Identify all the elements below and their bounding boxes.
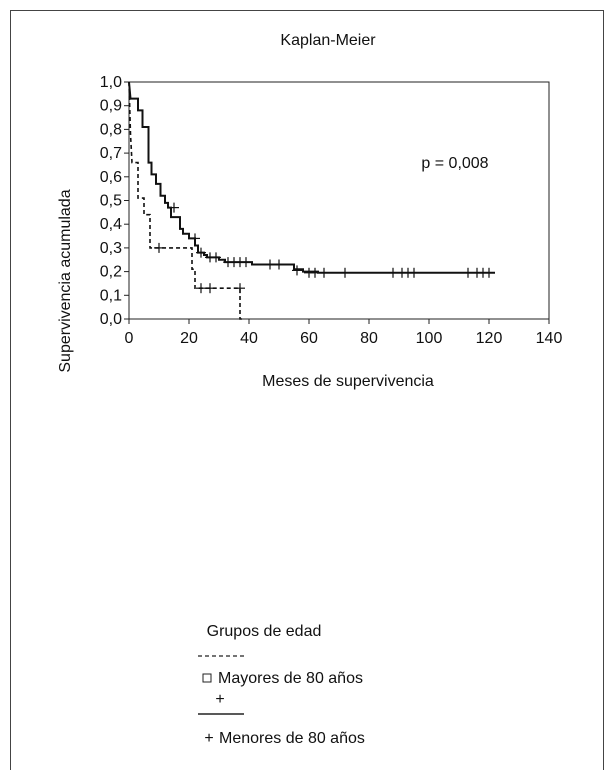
censor-mark-menores-de-80-anos bbox=[409, 267, 419, 278]
censor-mark-menores-de-80-anos bbox=[169, 202, 179, 213]
censor-mark-menores-de-80-anos bbox=[292, 265, 302, 276]
series-layer bbox=[128, 81, 495, 320]
censor-mark-menores-de-80-anos bbox=[319, 267, 329, 278]
y-tick-label: 0,8 bbox=[100, 121, 122, 138]
y-tick-label: 0,1 bbox=[100, 287, 122, 304]
censor-mark-mayores-de-80-anos bbox=[235, 283, 245, 294]
x-tick-label: 120 bbox=[476, 330, 503, 347]
y-tick-label: 0,0 bbox=[100, 311, 122, 328]
censor-mark-menores-de-80-anos bbox=[463, 267, 473, 278]
x-tick-label: 60 bbox=[300, 330, 318, 347]
x-tick-label: 20 bbox=[180, 330, 198, 347]
censor-mark-menores-de-80-anos bbox=[310, 267, 320, 278]
axis-ticks: 0 20 40 60 80 100 120 140 0,0 0,1 0,2 0,3 0,4 0,5 0,6 0… bbox=[100, 74, 563, 347]
legend-marker-plus: + bbox=[204, 730, 213, 747]
legend-label-mayores: Mayores de 80 años bbox=[218, 670, 363, 687]
legend-marker-plus-top: + bbox=[215, 691, 224, 708]
y-tick-label: 0,3 bbox=[100, 240, 122, 257]
x-tick-label: 40 bbox=[240, 330, 258, 347]
x-tick-label: 140 bbox=[536, 330, 563, 347]
y-tick-label: 0,4 bbox=[100, 216, 122, 233]
censor-mark-menores-de-80-anos bbox=[340, 267, 350, 278]
censor-mark-menores-de-80-anos bbox=[265, 259, 275, 270]
chart-title: Kaplan-Meier bbox=[280, 32, 376, 49]
censor-mark-menores-de-80-anos bbox=[241, 257, 251, 268]
figure-frame bbox=[10, 10, 604, 770]
censor-mark-menores-de-80-anos bbox=[274, 259, 284, 270]
y-tick-label: 0,9 bbox=[100, 98, 122, 115]
censor-mark-menores-de-80-anos bbox=[211, 252, 221, 263]
y-tick-label: 0,2 bbox=[100, 264, 122, 281]
legend-label-menores: Menores de 80 años bbox=[219, 730, 365, 747]
y-tick-label: 0,7 bbox=[100, 145, 122, 162]
censor-mark-mayores-de-80-anos bbox=[205, 283, 215, 294]
x-axis-label: Meses de supervivencia bbox=[262, 373, 434, 390]
legend-marker-square bbox=[202, 673, 212, 683]
censor-mark-menores-de-80-anos bbox=[190, 233, 200, 244]
y-axis-label: Supervivencia acumulada bbox=[57, 189, 74, 372]
series-line-mayores-de-80-anos bbox=[128, 81, 243, 320]
censor-mark-menores-de-80-anos bbox=[196, 247, 206, 258]
series-line-menores-de-80-anos bbox=[128, 81, 495, 274]
x-tick-label: 100 bbox=[416, 330, 443, 347]
y-tick-label: 0,5 bbox=[100, 193, 122, 210]
plot-area bbox=[128, 81, 550, 320]
p-value-annotation: p = 0,008 bbox=[421, 155, 488, 172]
x-tick-label: 80 bbox=[360, 330, 378, 347]
censor-mark-mayores-de-80-anos bbox=[154, 242, 164, 253]
legend-title: Grupos de edad bbox=[207, 623, 322, 640]
censor-mark-menores-de-80-anos bbox=[388, 267, 398, 278]
censor-mark-mayores-de-80-anos bbox=[196, 283, 206, 294]
x-tick-label: 0 bbox=[125, 330, 134, 347]
y-tick-label: 0,6 bbox=[100, 169, 122, 186]
y-tick-label: 1,0 bbox=[100, 74, 122, 91]
censor-mark-menores-de-80-anos bbox=[484, 267, 494, 278]
